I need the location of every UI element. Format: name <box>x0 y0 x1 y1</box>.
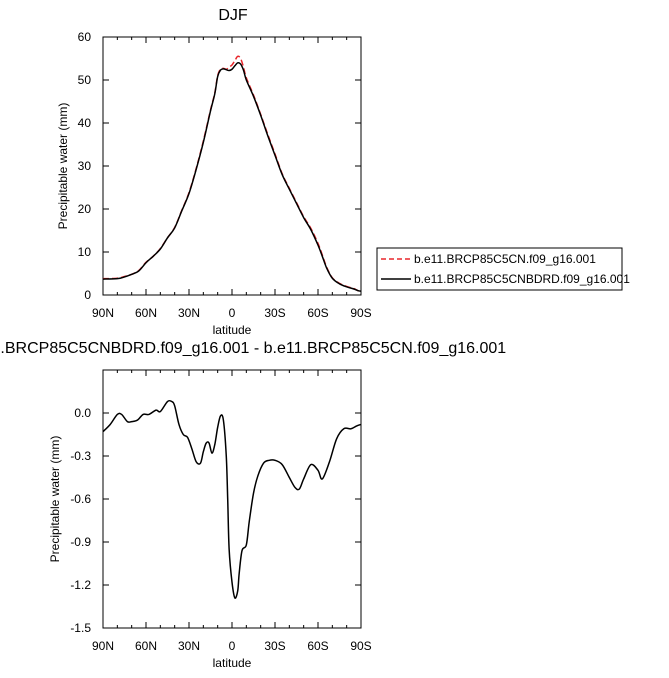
bottom-chart-y-tick-label: -1.5 <box>70 621 91 635</box>
bottom-chart-series <box>102 399 362 599</box>
bottom-chart-x-tick-label: 60N <box>135 639 157 653</box>
top-chart-x-tick-label: 0 <box>229 306 236 320</box>
legend-frame <box>376 247 623 291</box>
top-chart-x-tick-label: 30S <box>264 306 285 320</box>
legend: b.e11.BRCP85C5CN.f09_g16.001 b.e11.BRCP8… <box>376 247 630 291</box>
bottom-chart-frame <box>102 369 362 629</box>
top-chart-x-tick-label: 90N <box>92 306 114 320</box>
top-chart-y-tick-label: 30 <box>78 159 92 173</box>
bottom-chart-x-tick-label: 90S <box>350 639 371 653</box>
top-chart-y-tick-label: 60 <box>78 30 92 44</box>
top-chart-x-tick-label: 60S <box>307 306 328 320</box>
legend-label-series-1: b.e11.BRCP85C5CN.f09_g16.001 <box>414 252 596 266</box>
top-chart: DJF 0 10 20 30 40 50 60 90N 60N 30N 0 30S 60S 90S la… <box>56 7 372 337</box>
bottom-chart-x-tick-label: 0 <box>229 639 236 653</box>
bottom-chart-y-tick-label: -1.2 <box>70 578 91 592</box>
top-chart-title: DJF <box>218 7 248 24</box>
top-chart-y-tick-label: 20 <box>78 202 92 216</box>
bottom-chart-y-axis-label: Precipitable water (mm) <box>48 436 62 563</box>
bottom-chart-x-tick-label: 90N <box>92 639 114 653</box>
top-chart-x-tick-label: 30N <box>178 306 200 320</box>
legend-label-series-2: b.e11.BRCP85C5CNBDRD.f09_g16.001 <box>414 272 630 286</box>
top-chart-x-ticks: 90N 60N 30N 0 30S 60S 90S <box>92 37 372 320</box>
top-chart-x-axis-label: latitude <box>213 323 252 337</box>
top-chart-series-line-2 <box>102 61 362 292</box>
bottom-chart-x-axis-label: latitude <box>213 656 252 670</box>
bottom-chart-title: 11.BRCP85C5CNBDRD.f09_g16.001 - b.e11.BR… <box>0 340 506 357</box>
bottom-chart-y-tick-label: -0.3 <box>70 449 91 463</box>
top-chart-y-tick-label: 0 <box>84 288 91 302</box>
top-chart-x-tick-label: 90S <box>350 306 371 320</box>
top-chart-y-ticks: 0 10 20 30 40 50 60 <box>78 30 361 302</box>
bottom-chart-x-ticks: 90N 60N 30N 0 30S 60S 90S <box>92 370 372 653</box>
bottom-chart: 11.BRCP85C5CNBDRD.f09_g16.001 - b.e11.BR… <box>0 340 506 670</box>
bottom-chart-y-tick-label: -0.9 <box>70 535 91 549</box>
top-chart-y-axis-label: Precipitable water (mm) <box>56 103 70 230</box>
top-chart-x-tick-label: 60N <box>135 306 157 320</box>
top-chart-series <box>102 55 362 292</box>
bottom-chart-series-line-1 <box>102 399 362 599</box>
bottom-chart-y-tick-label: -0.6 <box>70 492 91 506</box>
bottom-chart-y-ticks: 0.0 -0.3 -0.6 -0.9 -1.2 -1.5 <box>70 406 361 635</box>
top-chart-y-tick-label: 40 <box>78 116 92 130</box>
top-chart-y-tick-label: 10 <box>78 245 92 259</box>
top-chart-y-tick-label: 50 <box>78 73 92 87</box>
bottom-chart-x-tick-label: 60S <box>307 639 328 653</box>
bottom-chart-x-tick-label: 30N <box>178 639 200 653</box>
bottom-chart-y-tick-label: 0.0 <box>74 406 91 420</box>
bottom-chart-x-tick-label: 30S <box>264 639 285 653</box>
